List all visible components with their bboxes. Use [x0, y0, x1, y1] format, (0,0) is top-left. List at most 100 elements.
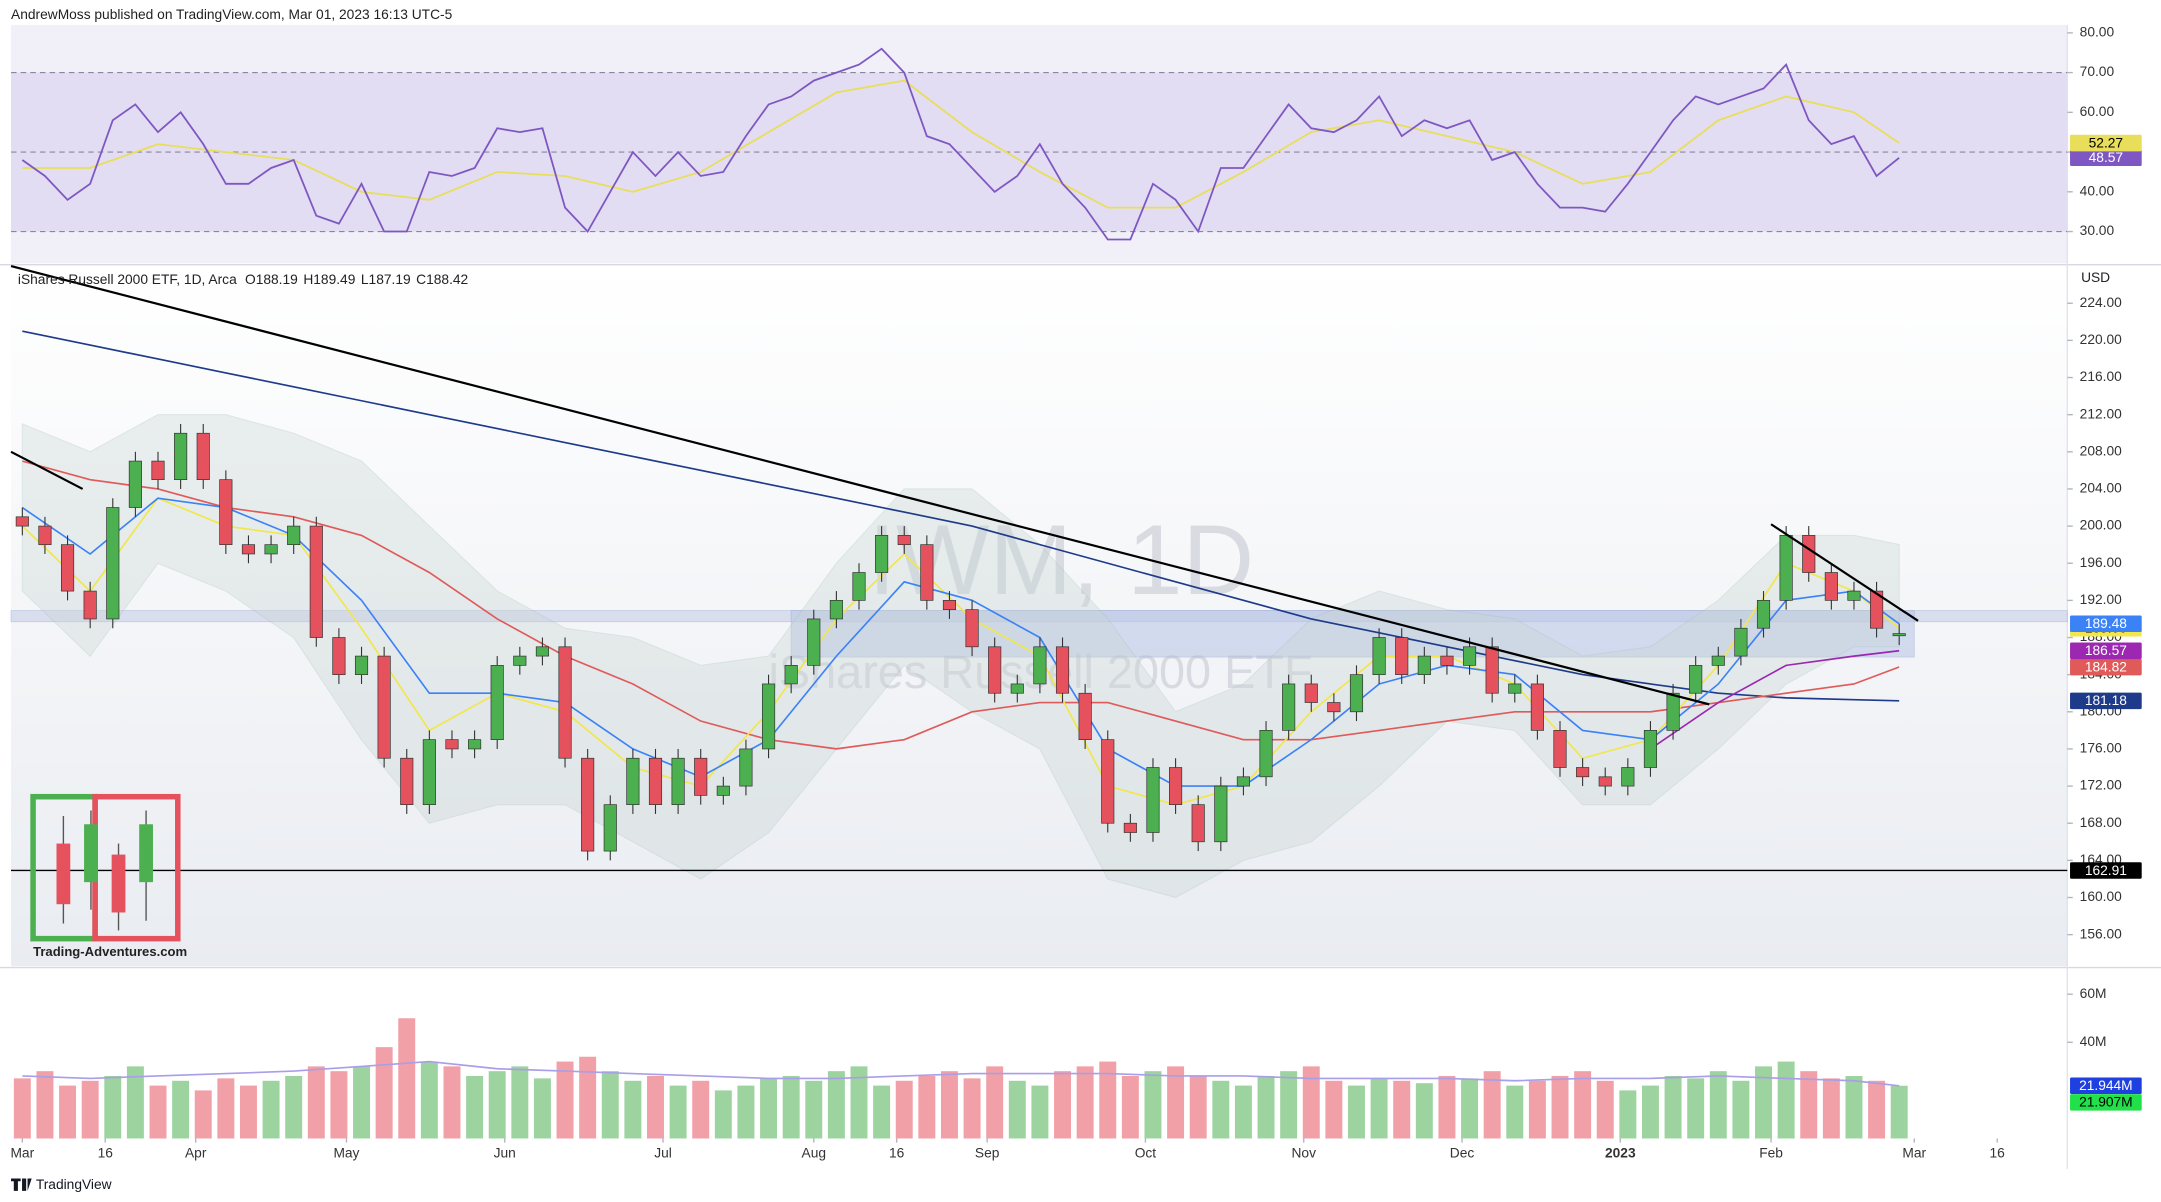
candle-body — [1824, 572, 1838, 601]
y-tick-label: 200.00 — [2080, 518, 2122, 533]
volume-bar — [13, 1078, 31, 1139]
candle-body — [1395, 637, 1409, 676]
x-tick-label: Sep — [975, 1145, 1000, 1160]
volume-bar — [556, 1061, 574, 1139]
volume-bar — [239, 1085, 257, 1139]
volume-bar — [873, 1085, 891, 1139]
volume-bar — [330, 1071, 348, 1139]
y-tick-label: 168.00 — [2080, 815, 2122, 830]
volume-bar — [194, 1090, 212, 1139]
volume-bar — [940, 1071, 958, 1139]
candle-body — [468, 739, 482, 750]
logo-candle — [56, 843, 71, 905]
volume-bar — [1709, 1071, 1727, 1139]
price-tag — [2070, 692, 2142, 710]
candle-body — [1462, 646, 1477, 666]
x-tick-label: May — [333, 1145, 359, 1160]
candle-body — [60, 544, 75, 592]
volume-bar — [285, 1075, 303, 1139]
x-tick-label: 16 — [1990, 1145, 2006, 1160]
x-tick-label: 2023 — [1605, 1145, 1636, 1160]
y-tick-label: 192.00 — [2080, 592, 2122, 607]
volume-bar — [1506, 1085, 1524, 1139]
volume-bar — [1845, 1075, 1863, 1139]
rsi-line — [21, 47, 1900, 241]
logo-candle — [84, 824, 98, 883]
candle-body — [1259, 730, 1273, 778]
candle-body — [38, 525, 52, 546]
candle-body — [1327, 702, 1341, 713]
volume-bar — [986, 1066, 1004, 1139]
candle-body — [377, 655, 391, 759]
candle-body — [1508, 683, 1522, 694]
candle-body — [174, 432, 188, 481]
volume-bar — [827, 1071, 845, 1139]
volume-ma — [22, 1060, 1900, 1087]
volume-bar — [81, 1080, 99, 1139]
volume-bar — [601, 1071, 619, 1139]
volume-bar — [1076, 1066, 1094, 1139]
candle-body — [1485, 646, 1499, 694]
volume-bar — [398, 1018, 416, 1139]
volume-bar — [511, 1066, 529, 1139]
volume-bar — [1415, 1083, 1433, 1139]
candle-body — [1870, 590, 1884, 629]
candle-body — [581, 757, 595, 852]
candle-body — [852, 572, 866, 601]
ohlc-low: L187.19 — [361, 272, 411, 287]
candle-body — [1417, 655, 1431, 676]
volume-bar — [963, 1078, 981, 1139]
candle-body — [1078, 692, 1092, 741]
volume-bar — [1574, 1071, 1592, 1139]
volume-bar — [1393, 1080, 1411, 1139]
logo-candle — [111, 854, 126, 913]
volume-bar — [850, 1066, 868, 1139]
price-tag — [2070, 1094, 2142, 1111]
volume-bar — [443, 1066, 461, 1139]
ohlc-close: C188.42 — [416, 272, 468, 287]
volume-bar — [353, 1066, 371, 1139]
volume-bar — [692, 1080, 710, 1139]
candle-body — [1892, 633, 1906, 637]
volume-bar — [1755, 1066, 1772, 1139]
candle-body — [1123, 822, 1137, 833]
x-tick-label: Jul — [654, 1145, 672, 1160]
title: iShares Russell 2000 ETF, 1D, Arca O188.1… — [18, 272, 468, 287]
candle-body — [1530, 683, 1544, 731]
x-tick-label: 16 — [98, 1145, 114, 1160]
price-tag — [2070, 149, 2142, 167]
candle-body — [807, 618, 821, 666]
candle-body — [1576, 767, 1590, 778]
price-tag-label: 189.48 — [2085, 616, 2127, 631]
candle-body — [128, 460, 142, 508]
candle-body — [1101, 739, 1115, 824]
volume-bar — [1325, 1080, 1343, 1139]
volume-bar — [488, 1071, 506, 1139]
volume-bar — [262, 1080, 280, 1139]
y-tick-label: 156.00 — [2080, 926, 2122, 941]
moving-average — [21, 497, 1900, 787]
trendline — [1770, 523, 1919, 622]
candle-body — [988, 646, 1002, 694]
candle-body — [535, 646, 549, 657]
volume-bar — [579, 1056, 597, 1139]
volume-bar — [669, 1085, 687, 1139]
candle-body — [739, 748, 753, 787]
volume-bar — [1189, 1075, 1207, 1139]
volume-bar — [1822, 1078, 1840, 1139]
candle-body — [1666, 692, 1680, 731]
y-tick-label: 30.00 — [2080, 223, 2115, 238]
volume-bar — [1461, 1078, 1479, 1139]
volume-bar — [895, 1080, 913, 1139]
volume-bar — [1144, 1071, 1162, 1139]
price-tag-label: 186.57 — [2085, 643, 2127, 658]
candle-body — [1779, 535, 1793, 601]
rsi-line — [22, 79, 1900, 209]
candle-body — [196, 432, 210, 481]
symbol: iShares Russell 2000 ETF, 1D, Arca — [18, 272, 237, 287]
candle-body — [558, 646, 572, 759]
volume-bar — [172, 1080, 190, 1139]
candle-body — [241, 544, 256, 555]
x-tick-label: 16 — [889, 1145, 905, 1160]
